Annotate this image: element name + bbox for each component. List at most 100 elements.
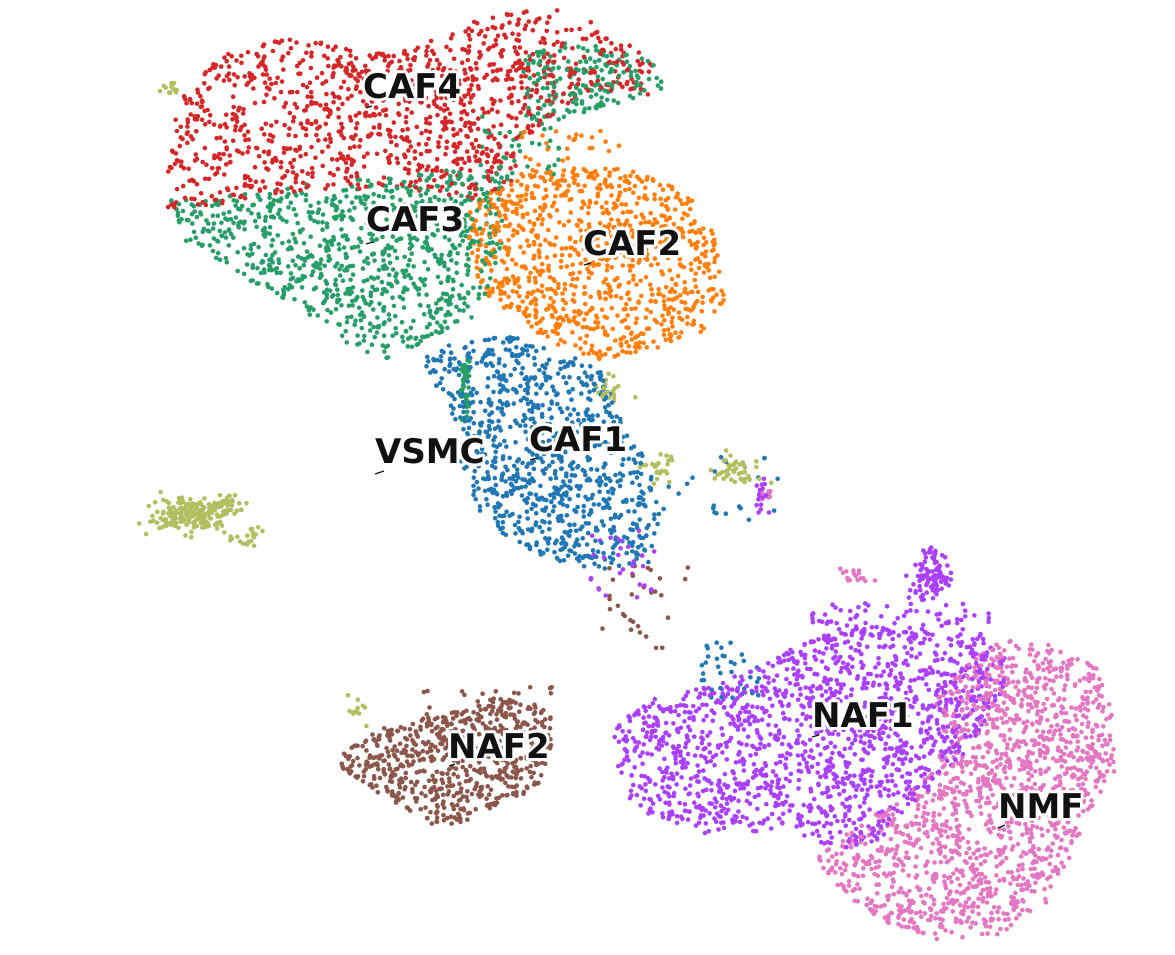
data-point-nmf (976, 896, 981, 902)
data-point-naf1 (706, 828, 712, 834)
data-point-naf1 (779, 741, 785, 747)
data-point-caf4 (603, 36, 608, 42)
data-point-caf4 (387, 61, 392, 66)
data-point-nmf (1016, 688, 1022, 694)
data-point-nmf (1104, 769, 1110, 774)
data-point-caf4 (412, 156, 418, 161)
data-point-caf3 (284, 219, 289, 224)
data-point-nmf (903, 891, 909, 897)
data-point-caf3 (210, 248, 216, 254)
data-point-naf2 (424, 712, 430, 717)
data-point-vsmc (161, 83, 167, 89)
data-point-nmf (998, 835, 1004, 840)
data-point-naf2 (464, 794, 469, 800)
data-point-naf1 (632, 765, 637, 770)
data-point-caf3 (345, 315, 350, 320)
data-point-nmf (904, 850, 909, 855)
data-point-naf1 (981, 640, 986, 646)
data-point-naf1 (992, 693, 998, 699)
data-point-nmf (974, 656, 979, 662)
data-point-naf1 (777, 753, 783, 759)
data-point-caf1 (516, 519, 521, 525)
data-point-caf1 (756, 693, 761, 698)
data-point-nmf (967, 881, 972, 886)
data-point-caf1 (500, 384, 506, 389)
data-point-naf1 (958, 652, 963, 657)
data-point-nmf (901, 862, 906, 868)
data-point-caf2 (687, 206, 693, 212)
data-point-caf3 (365, 255, 370, 261)
data-point-nmf (1070, 833, 1075, 838)
data-point-caf3 (179, 216, 184, 222)
data-point-caf1 (612, 514, 618, 520)
data-point-caf4 (264, 166, 269, 171)
data-point-caf3 (344, 194, 349, 199)
data-point-caf2 (672, 207, 678, 212)
data-point-naf2 (506, 754, 512, 759)
data-point-caf3 (317, 243, 323, 249)
data-point-naf2 (457, 781, 462, 787)
data-point-naf1 (852, 773, 857, 778)
data-point-caf4 (290, 170, 296, 175)
data-point-caf3 (235, 268, 240, 274)
data-point-caf4 (427, 129, 433, 135)
data-point-naf1 (818, 685, 824, 691)
data-point-caf2 (641, 331, 646, 337)
data-point-nmf (971, 702, 977, 708)
data-point-caf4 (304, 84, 310, 90)
data-point-naf1 (762, 674, 768, 679)
data-point-caf2 (707, 275, 713, 281)
data-point-naf1 (916, 755, 922, 761)
data-point-naf1 (892, 753, 897, 758)
data-point-caf3 (359, 325, 365, 331)
data-point-caf3 (290, 258, 296, 264)
data-point-caf3 (317, 275, 323, 281)
data-point-nmf (999, 752, 1005, 757)
data-point-caf4 (222, 121, 228, 127)
data-point-naf1 (943, 602, 949, 608)
data-point-caf3 (370, 284, 375, 290)
data-point-naf2 (387, 735, 392, 741)
data-point-caf1 (762, 455, 767, 461)
data-point-caf3 (450, 287, 456, 292)
data-point-naf1 (808, 666, 813, 672)
data-point-nmf (1085, 750, 1090, 756)
data-point-caf2 (555, 331, 560, 337)
data-point-nmf (940, 917, 945, 923)
data-point-nmf (877, 859, 882, 864)
data-point-caf4 (475, 116, 481, 121)
data-point-naf1 (759, 717, 765, 722)
data-point-caf1 (590, 413, 595, 418)
data-point-caf3 (339, 227, 344, 232)
data-point-vsmc (637, 465, 643, 470)
data-point-caf3 (282, 285, 288, 290)
data-point-caf4 (573, 61, 579, 67)
data-point-caf4 (323, 102, 329, 107)
data-point-nmf (1033, 653, 1039, 659)
data-point-naf1 (646, 811, 651, 816)
data-point-naf1 (855, 674, 861, 679)
data-point-caf1 (700, 671, 706, 676)
data-point-caf4 (207, 112, 213, 118)
data-point-naf2 (407, 726, 413, 732)
data-point-caf3 (211, 236, 217, 241)
data-point-caf1 (646, 559, 651, 565)
data-point-naf1 (932, 650, 938, 655)
data-point-caf4 (262, 185, 268, 190)
data-point-caf3 (627, 93, 633, 99)
data-point-caf2 (535, 184, 541, 189)
data-point-naf1 (719, 726, 724, 731)
data-point-caf4 (353, 76, 358, 81)
data-point-caf4 (234, 148, 240, 153)
data-point-caf1 (588, 364, 593, 369)
data-point-naf1 (691, 703, 696, 709)
data-point-caf1 (492, 335, 498, 341)
data-point-nmf (1068, 806, 1074, 812)
data-point-naf1 (662, 789, 667, 795)
data-point-caf4 (493, 37, 499, 43)
data-point-naf1 (790, 655, 795, 661)
data-point-naf1 (652, 728, 658, 733)
data-point-caf2 (527, 219, 532, 224)
data-point-vsmc (651, 481, 657, 487)
data-point-naf1 (758, 507, 764, 512)
